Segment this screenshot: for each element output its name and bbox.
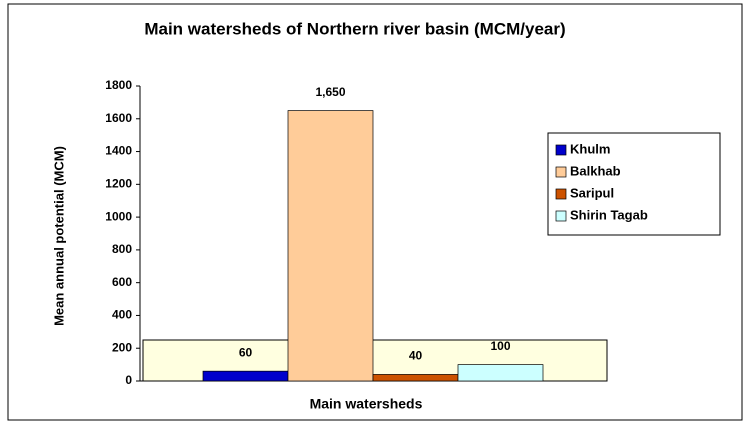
y-tick-label: 1400 [105,144,132,158]
bar [457,364,544,382]
legend-swatch [555,188,567,200]
legend-label: Shirin Tagab [570,207,648,222]
y-tick-label: 1000 [105,209,132,223]
y-tick-label: 1600 [105,111,132,125]
legend-label: Saripul [570,185,614,200]
bar [372,374,459,382]
value-label: 100 [490,339,510,353]
y-axis-label: Mean annual potential (MCM) [51,146,66,326]
y-tick-label: 800 [112,242,132,256]
legend-swatch [555,166,567,178]
value-label: 40 [409,349,423,363]
legend-swatch [555,144,567,156]
chart-title: Main watersheds of Northern river basin … [144,19,565,38]
legend-label: Khulm [570,141,610,156]
legend-swatch [555,210,567,222]
y-tick-label: 200 [112,340,132,354]
y-tick-label: 400 [112,308,132,322]
y-tick-label: 1800 [105,78,132,92]
y-tick-label: 1200 [105,177,132,191]
x-axis-label: Main watersheds [310,396,423,412]
legend [547,132,721,236]
bar [287,110,374,382]
value-label: 1,650 [315,85,345,99]
value-label: 60 [239,345,253,359]
legend-label: Balkhab [570,163,621,178]
y-tick-label: 600 [112,275,132,289]
bar [202,370,289,382]
y-tick-label: 0 [125,373,132,387]
